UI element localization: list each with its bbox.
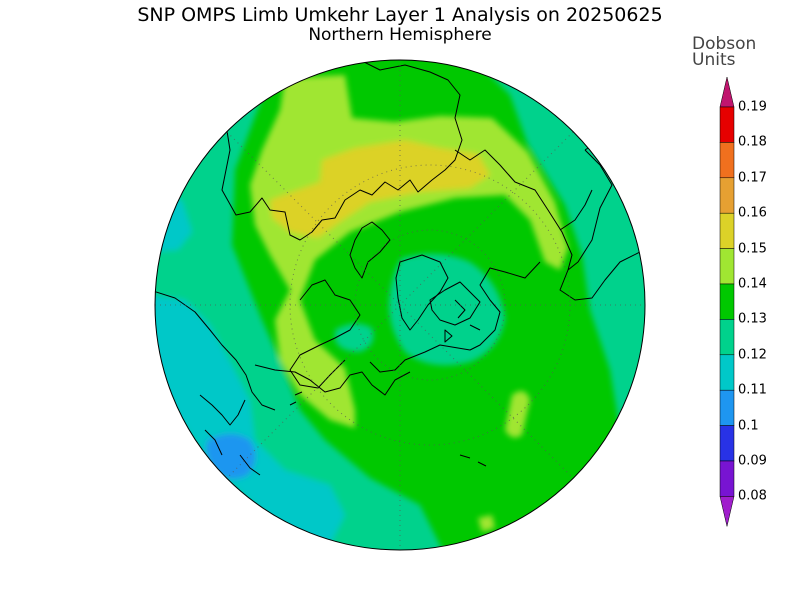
colorbar-segment — [719, 212, 735, 249]
colorbar-segment — [719, 177, 735, 214]
colorbar-tick-label: 0.16 — [738, 205, 767, 221]
field-teal-east — [470, 60, 645, 550]
colorbar-arrow-bottom — [719, 496, 735, 527]
colorbar-tick-label: 0.17 — [738, 170, 767, 186]
colorbar-segment — [719, 106, 735, 143]
coast-alaska — [559, 251, 645, 301]
coast-atlantic-islands — [289, 391, 487, 467]
field-teal-pole-west — [335, 323, 374, 352]
colorbar-tick-label: 0.11 — [738, 382, 767, 398]
colorbar-tick-label: 0.14 — [738, 276, 767, 292]
colorbar-segment — [719, 389, 735, 426]
coast-scandinavia — [349, 221, 391, 279]
colorbar-arrow-top — [719, 76, 735, 108]
coast-canada-arctic — [429, 281, 481, 326]
colorbar-tick-label: 0.13 — [738, 311, 767, 327]
colorbar-segment — [719, 142, 735, 179]
graticule — [155, 60, 645, 550]
legend-title: Dobson Units — [692, 34, 757, 70]
field-cyan-southwest — [155, 295, 345, 545]
colorbar-segment — [719, 425, 735, 462]
colorbar-tick-label: 0.09 — [738, 453, 767, 469]
colorbar — [719, 76, 735, 527]
colorbar-tick-label: 0.19 — [738, 99, 767, 115]
colorbar-tick-label: 0.08 — [738, 488, 767, 504]
colorbar-segment — [719, 248, 735, 285]
legend-title-line2: Units — [692, 50, 736, 70]
coast-eurasia-north — [221, 60, 463, 241]
colorbar-segment — [719, 319, 735, 356]
field-yellow-high — [270, 140, 490, 238]
colorbar-tick-label: 0.12 — [738, 347, 767, 363]
colorbar-segment — [719, 460, 735, 497]
coastlines — [155, 60, 645, 476]
coast-canada-islands — [444, 299, 481, 343]
legend-title-line1: Dobson — [692, 34, 757, 54]
map-title: SNP OMPS Limb Umkehr Layer 1 Analysis on… — [137, 4, 663, 26]
colorbar-segment — [719, 283, 735, 320]
coast-europe-west — [289, 279, 361, 389]
coast-southeast-asia — [199, 394, 261, 476]
map-border — [154, 59, 646, 551]
field-lightgreen-south — [478, 515, 495, 532]
colorbar-tick-label: 0.15 — [738, 241, 767, 257]
coast-russia-pacific — [454, 149, 613, 271]
colorbar-segment — [719, 354, 735, 391]
coast-mediterranean — [254, 364, 411, 396]
colorbar-tick-label: 0.18 — [738, 134, 767, 150]
coast-greenland — [395, 254, 449, 331]
field-teal-pole — [389, 253, 505, 366]
colorbar-tick-label: 0.1 — [738, 418, 759, 434]
map-subtitle: Northern Hemisphere — [308, 25, 492, 45]
field-blue-low — [206, 434, 256, 479]
